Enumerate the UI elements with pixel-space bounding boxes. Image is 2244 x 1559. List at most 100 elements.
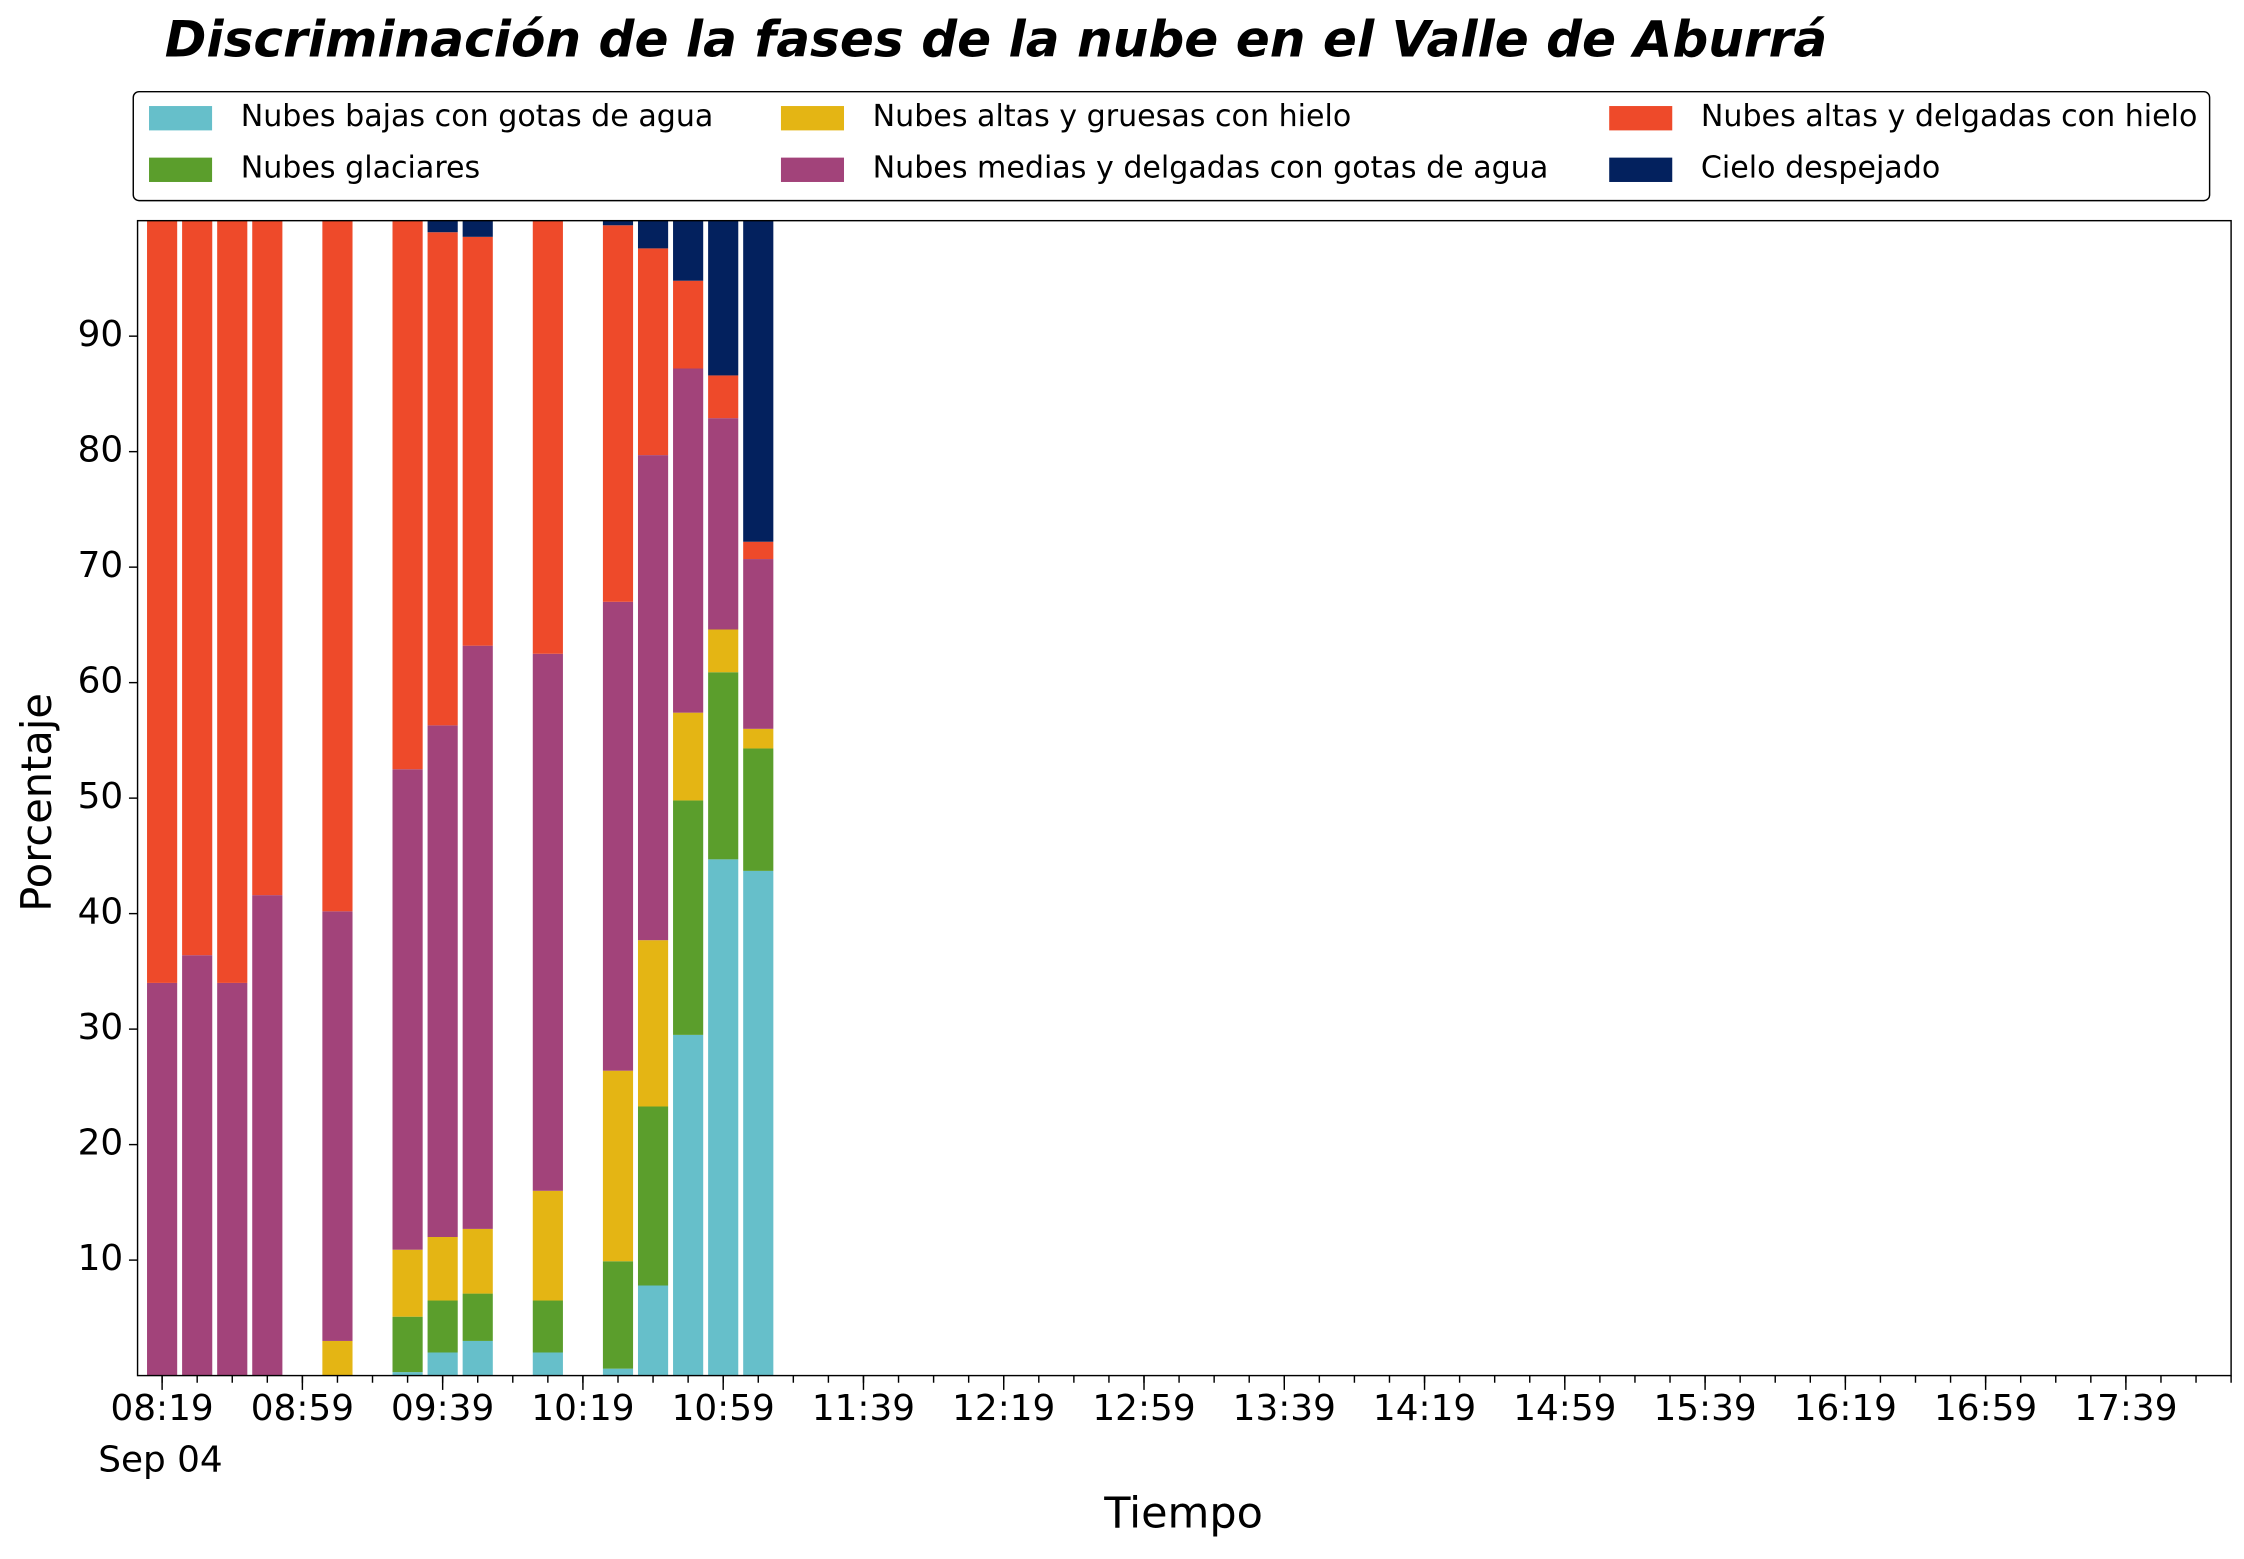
bar-segment — [427, 232, 458, 726]
bar-segment — [427, 1352, 458, 1376]
bar-segment — [743, 541, 774, 560]
bar-segment — [322, 911, 353, 1341]
bar-segment — [392, 1249, 423, 1317]
bar-segment — [673, 220, 704, 281]
x-tick-label: 16:59 — [1934, 1388, 2037, 1429]
y-tick-label: 10 — [78, 1238, 124, 1279]
legend-label: Nubes bajas con gotas de agua — [241, 99, 714, 134]
chart-title: Discriminación de la fases de la nube en… — [165, 9, 1827, 68]
legend-swatch — [149, 106, 213, 131]
legend-swatch — [1609, 106, 1673, 131]
bar-segment — [532, 220, 563, 654]
bar-segment — [708, 629, 739, 673]
bar-segment — [427, 1300, 458, 1353]
bar-segment — [322, 220, 353, 912]
x-tick-label: 08:19 — [111, 1388, 214, 1429]
x-tick-label: 15:39 — [1653, 1388, 1756, 1429]
bar-segment — [462, 220, 493, 237]
x-tick-label: 13:39 — [1233, 1388, 1336, 1429]
legend-box — [132, 90, 2211, 202]
bar-segment — [743, 559, 774, 729]
x-tick-label: 11:39 — [812, 1388, 915, 1429]
legend-swatch — [149, 157, 213, 182]
y-axis-label: Porcentaje — [12, 693, 61, 912]
bar-segment — [673, 1034, 704, 1376]
bar-segment — [602, 1070, 634, 1262]
bar-segment — [708, 220, 739, 376]
bar-segment — [673, 712, 704, 801]
y-tick-label: 50 — [78, 776, 124, 817]
y-tick-label: 70 — [78, 545, 124, 586]
bar-segment — [708, 418, 739, 630]
x-tick-label: 12:19 — [952, 1388, 1055, 1429]
legend-label: Nubes altas y gruesas con hielo — [873, 99, 1352, 134]
bar-segment — [182, 955, 213, 1376]
x-tick-label: 09:39 — [391, 1388, 494, 1429]
y-tick-label: 90 — [78, 314, 124, 355]
legend-label: Nubes medias y delgadas con gotas de agu… — [873, 151, 1549, 186]
bar-segment — [708, 375, 739, 419]
bar-segment — [392, 1372, 423, 1376]
bar-segment — [743, 220, 774, 542]
bar-segment — [462, 1293, 493, 1341]
x-axis-label: Tiempo — [1103, 1489, 1263, 1539]
bar-segment — [637, 455, 669, 941]
bar-segment — [602, 1261, 634, 1369]
bar-segment — [637, 220, 669, 249]
x-tick-label: 14:59 — [1513, 1388, 1616, 1429]
bar-segment — [532, 653, 563, 1191]
bar-segment — [532, 1352, 563, 1376]
bar-segment — [252, 895, 283, 1376]
bar-segment — [322, 1340, 353, 1376]
bar-segment — [462, 645, 493, 1229]
bar-segment — [743, 748, 774, 871]
bar-segment — [462, 1340, 493, 1376]
bar-segment — [602, 601, 634, 1071]
y-tick-label: 30 — [78, 1007, 124, 1048]
x-tick-label: 14:19 — [1373, 1388, 1476, 1429]
bar-segment — [673, 280, 704, 369]
bar-segment — [147, 220, 178, 983]
x-tick-label: 16:19 — [1794, 1388, 1897, 1429]
bar-segment — [392, 220, 423, 770]
x-tick-label: 10:59 — [672, 1388, 775, 1429]
bar-segment — [708, 859, 739, 1376]
bar-segment — [743, 728, 774, 749]
bar-segment — [532, 1300, 563, 1353]
bar-segment — [637, 1106, 669, 1286]
bar-segment — [743, 870, 774, 1376]
x-tick-label: 10:19 — [531, 1388, 634, 1429]
bar-segment — [602, 225, 634, 602]
y-tick-label: 20 — [78, 1123, 124, 1164]
bar-segment — [217, 220, 248, 983]
bar-segment — [462, 236, 493, 646]
bar-segment — [182, 220, 213, 956]
bar-segment — [462, 1228, 493, 1294]
bar-segment — [673, 368, 704, 713]
bar-segment — [637, 940, 669, 1107]
y-tick-label: 40 — [78, 892, 124, 933]
bar-segment — [637, 1285, 669, 1376]
bar-segment — [252, 220, 283, 896]
bar-segment — [602, 220, 634, 226]
bar-segment — [392, 1316, 423, 1373]
bar-segment — [708, 672, 739, 860]
legend-swatch — [780, 157, 845, 182]
x-tick-label: 12:59 — [1092, 1388, 1195, 1429]
legend-label: Cielo despejado — [1701, 151, 1940, 186]
bar-segment — [602, 1368, 634, 1376]
x-tick-label: 17:39 — [2074, 1388, 2177, 1429]
bar-segment — [427, 1236, 458, 1301]
y-tick-label: 60 — [78, 661, 124, 702]
x-tick-label: 08:59 — [251, 1388, 354, 1429]
bar-segment — [147, 982, 178, 1376]
bar-segment — [673, 800, 704, 1035]
bar-segment — [427, 725, 458, 1237]
bar-segment — [532, 1190, 563, 1301]
x-date-label: Sep 04 — [98, 1440, 222, 1481]
legend-swatch — [1609, 157, 1673, 182]
bar-segment — [637, 248, 669, 456]
legend-swatch — [780, 106, 845, 131]
bar-segment — [392, 769, 423, 1250]
